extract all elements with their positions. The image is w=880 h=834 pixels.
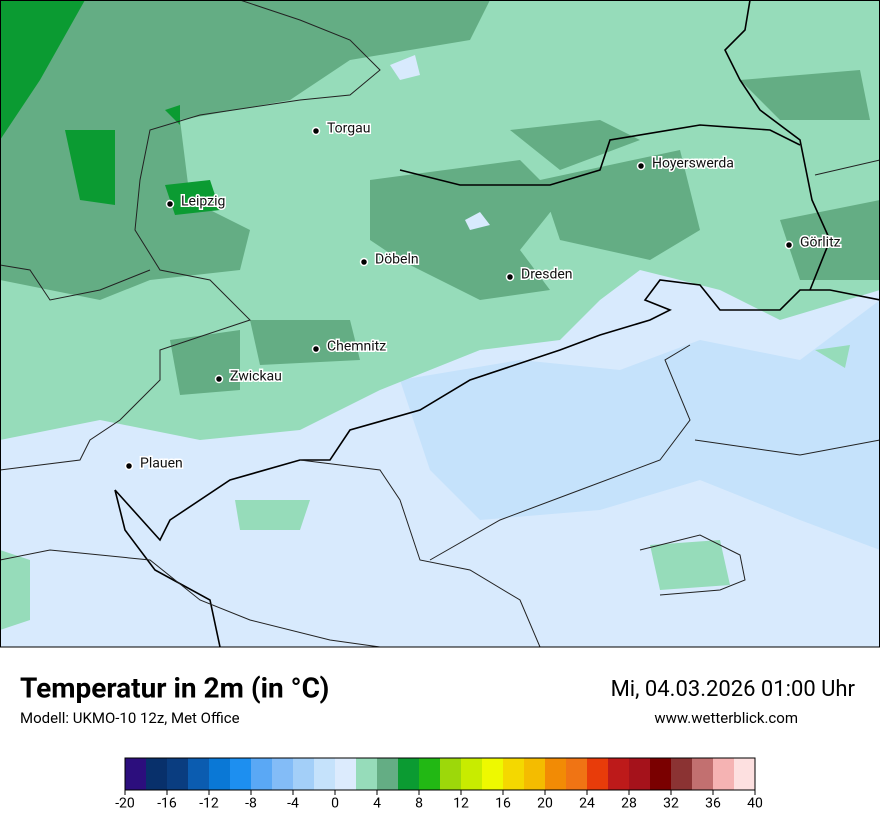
border: [114, 489, 221, 648]
boundary: [299, 459, 541, 648]
city-marker: [311, 344, 321, 354]
legend-swatch: [482, 758, 503, 790]
city-label: Leipzig: [181, 194, 225, 210]
legend-swatch: [377, 758, 398, 790]
city-marker: [784, 240, 794, 250]
city-marker: [359, 257, 369, 267]
city-label: Zwickau: [230, 369, 282, 385]
legend-swatch: [146, 758, 167, 790]
legend-tick-label: 12: [453, 796, 469, 812]
legend-swatch: [440, 758, 461, 790]
legend-frame: [124, 757, 756, 791]
city-marker: [636, 161, 646, 171]
city-label: Plauen: [140, 456, 183, 472]
legend-swatch: [314, 758, 335, 790]
legend-tick-label: -4: [287, 796, 299, 812]
legend-swatch: [650, 758, 671, 790]
legend-swatch: [356, 758, 377, 790]
legend-tick-label: 8: [415, 796, 423, 812]
legend-swatch: [587, 758, 608, 790]
boundary: [0, 264, 151, 301]
legend-swatch: [545, 758, 566, 790]
city-marker: [505, 272, 515, 282]
city-label: Görlitz: [800, 235, 841, 251]
legend-tick-label: -8: [245, 796, 257, 812]
legend-swatch: [503, 758, 524, 790]
legend-swatch: [419, 758, 440, 790]
boundary: [694, 439, 880, 456]
temp-area: [0, 0, 880, 395]
city-label: Chemnitz: [327, 339, 386, 355]
city-label: Hoyerswerda: [652, 156, 734, 172]
boundary: [639, 534, 746, 596]
legend-tick-label: -12: [199, 796, 219, 812]
model: Modell: UKMO-10 12z, Met Office: [20, 709, 240, 727]
title: Temperatur in 2m (in °C): [20, 671, 329, 704]
city-markers: [124, 126, 794, 471]
legend-tick-label: -20: [115, 796, 135, 812]
legend-swatch: [272, 758, 293, 790]
legend-swatch: [335, 758, 356, 790]
boundary: [429, 344, 691, 561]
legend-swatch: [671, 758, 692, 790]
legend-swatch: [524, 758, 545, 790]
legend-swatch: [167, 758, 188, 790]
city-label: Döbeln: [375, 252, 419, 268]
legend-tick-label: 40: [747, 796, 763, 812]
legend-tick-label: 36: [705, 796, 721, 812]
legend-swatch: [293, 758, 314, 790]
legend-swatch: [188, 758, 209, 790]
legend-swatch: [566, 758, 587, 790]
legend-swatch: [251, 758, 272, 790]
border: [399, 124, 801, 186]
boundary: [0, 0, 381, 471]
legend-swatch: [713, 758, 734, 790]
map: Torgau Hoyerswerda Leipzig Görlitz Döbel…: [0, 0, 880, 648]
legend-tick-label: 4: [373, 796, 381, 812]
city-marker: [124, 461, 134, 471]
city-marker: [214, 374, 224, 384]
legend-tick-label: 28: [621, 796, 637, 812]
legend-tick-label: 20: [537, 796, 553, 812]
legend-swatch: [629, 758, 650, 790]
legend-tick-label: 24: [579, 796, 595, 812]
legend-swatch: [209, 758, 230, 790]
legend-swatch: [230, 758, 251, 790]
legend-swatch: [398, 758, 419, 790]
city-marker: [165, 199, 175, 209]
legend-tick-label: 32: [663, 796, 679, 812]
legend-swatch: [608, 758, 629, 790]
legend-tick-label: -16: [157, 796, 177, 812]
legend-tick-label: 0: [331, 796, 339, 812]
legend: -20 -16 -12 -8 -4 0 4 8 12 16 20 24 28 32 36 40: [115, 757, 763, 812]
datetime: Mi, 04.03.2026 01:00 Uhr: [611, 677, 856, 702]
legend-swatch: [125, 758, 146, 790]
legend-swatch: [692, 758, 713, 790]
city-label: Dresden: [521, 267, 573, 283]
temp-area: [390, 55, 490, 230]
legend-swatch: [461, 758, 482, 790]
boundary: [814, 159, 880, 176]
temp-area: [0, 0, 220, 215]
border: [114, 279, 880, 542]
city-marker: [311, 126, 321, 136]
boundary: [0, 549, 381, 648]
website: www.wetterblick.com: [654, 709, 798, 727]
legend-swatch: [734, 758, 755, 790]
legend-tick-label: 16: [495, 796, 511, 812]
border: [724, 0, 831, 291]
city-label: Torgau: [327, 121, 370, 137]
